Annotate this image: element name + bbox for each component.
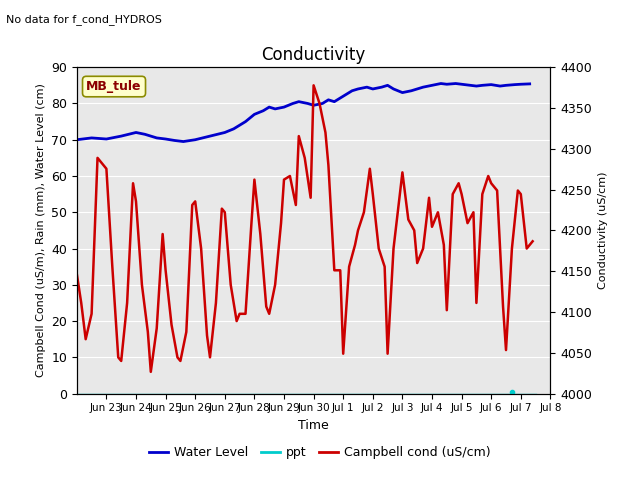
Text: MB_tule: MB_tule	[86, 80, 142, 93]
Text: No data for f_cond_HYDROS: No data for f_cond_HYDROS	[6, 14, 163, 25]
Title: Conductivity: Conductivity	[262, 46, 365, 64]
Y-axis label: Campbell Cond (uS/m), Rain (mm), Water Level (cm): Campbell Cond (uS/m), Rain (mm), Water L…	[36, 84, 45, 377]
X-axis label: Time: Time	[298, 419, 329, 432]
Legend: Water Level, ppt, Campbell cond (uS/cm): Water Level, ppt, Campbell cond (uS/cm)	[144, 441, 496, 464]
Y-axis label: Conductivity (uS/cm): Conductivity (uS/cm)	[598, 172, 607, 289]
